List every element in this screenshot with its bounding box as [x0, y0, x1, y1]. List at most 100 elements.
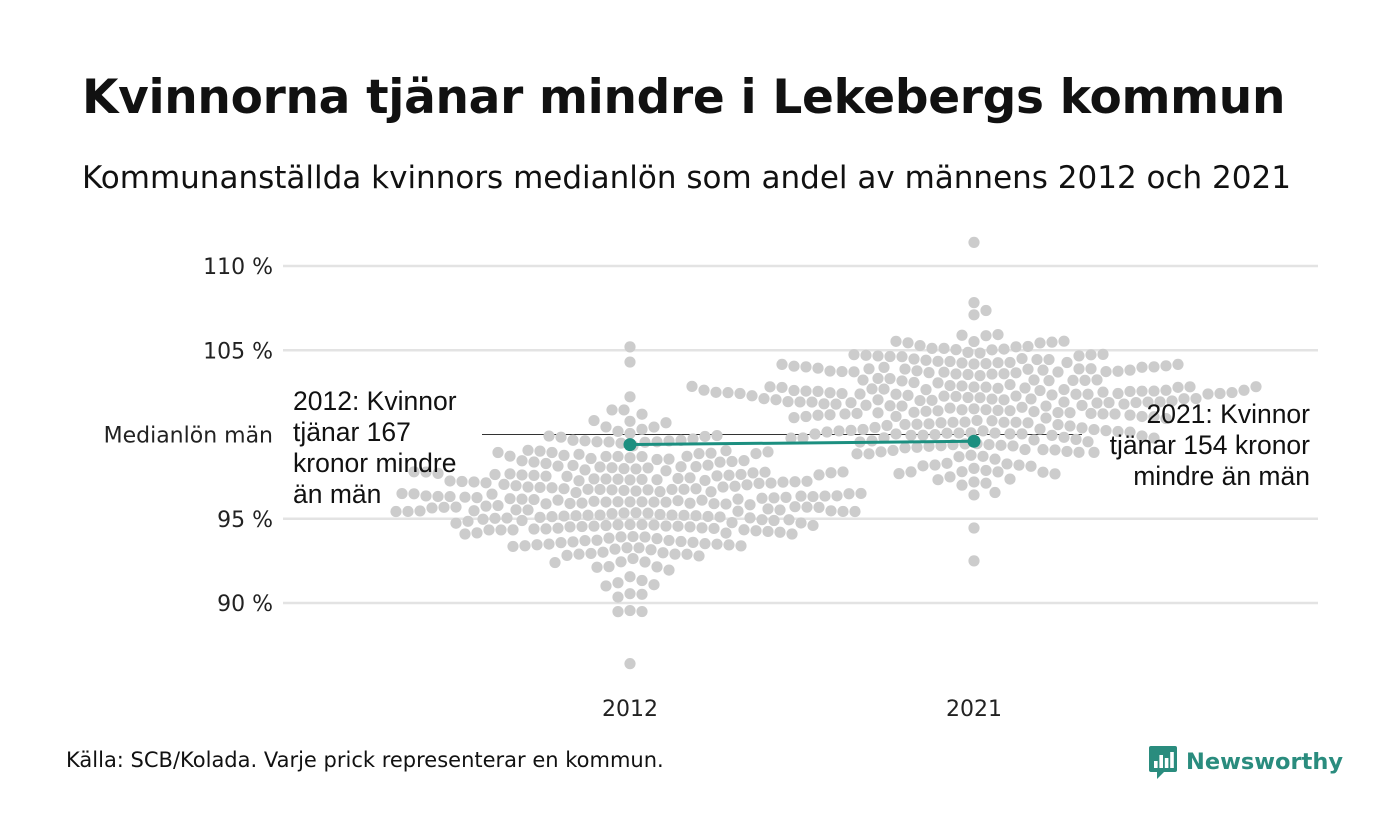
- swarm-dot: [1154, 396, 1166, 408]
- swarm-dot: [651, 561, 663, 573]
- swarm-dot: [594, 483, 606, 496]
- swarm-dot: [839, 408, 851, 420]
- swarm-dot: [911, 418, 923, 430]
- swarm-dot: [624, 571, 636, 583]
- swarm-dot: [950, 390, 962, 403]
- swarm-dot: [1058, 383, 1070, 396]
- swarm-dot: [1112, 425, 1124, 438]
- swarm-dot: [851, 448, 863, 460]
- swarm-dot: [857, 423, 869, 436]
- swarm-dot: [516, 469, 528, 481]
- swarm-dot: [1013, 459, 1025, 471]
- swarm-dot: [1022, 363, 1034, 375]
- swarm-dot: [1058, 431, 1070, 443]
- swarm-dot: [681, 548, 693, 560]
- swarm-dot: [824, 409, 836, 421]
- swarm-dot: [782, 396, 794, 408]
- swarm-dot: [788, 384, 800, 397]
- swarm-dot: [807, 519, 819, 532]
- swarm-dot: [1202, 388, 1214, 400]
- swarm-dot: [684, 521, 696, 533]
- swarm-dot: [579, 435, 591, 447]
- swarm-dot: [857, 374, 869, 386]
- swarm-dot: [723, 469, 735, 481]
- swarm-dot: [507, 540, 519, 553]
- swarm-dot: [1136, 430, 1148, 442]
- swarm-dot: [950, 344, 962, 356]
- swarm-dot: [726, 455, 738, 468]
- swarm-dot: [450, 501, 462, 513]
- swarm-dot: [615, 531, 627, 543]
- swarm-dot: [1028, 434, 1040, 446]
- swarm-dot: [1019, 382, 1031, 394]
- swarm-dot: [819, 490, 831, 502]
- swarm-dot: [809, 428, 821, 440]
- swarm-dot: [516, 493, 528, 505]
- swarm-dot: [558, 449, 570, 461]
- swarm-dot: [651, 474, 663, 486]
- swarm-dot: [612, 519, 624, 531]
- swarm-dot: [932, 355, 944, 367]
- swarm-dot: [750, 525, 762, 537]
- swarm-dot: [699, 474, 711, 487]
- swarm-dot: [408, 488, 420, 500]
- swarm-dot: [654, 486, 666, 498]
- swarm-dot: [824, 365, 836, 377]
- swarm-dot: [582, 509, 594, 521]
- swarm-dot: [998, 416, 1010, 428]
- swarm-dot: [642, 462, 654, 474]
- swarm-dot: [669, 548, 681, 560]
- swarm-dot: [1166, 395, 1178, 407]
- swarm-dot: [1250, 381, 1262, 393]
- swarm-dot: [1007, 440, 1019, 452]
- swarm-dot: [1082, 436, 1094, 448]
- swarm-dot: [711, 429, 723, 442]
- swarm-dot: [762, 525, 774, 538]
- swarm-dot: [1058, 335, 1070, 347]
- swarm-dot: [785, 432, 797, 444]
- swarm-dot: [462, 515, 474, 527]
- swarm-dot: [642, 507, 654, 519]
- swarm-dot: [552, 522, 564, 534]
- swarm-dot: [1025, 393, 1037, 405]
- swarm-dot: [923, 418, 935, 430]
- swarm-dot: [980, 304, 992, 317]
- swarm-dot: [851, 407, 863, 420]
- swarm-dot: [837, 505, 849, 518]
- swarm-dot: [944, 402, 956, 414]
- swarm-dot: [606, 484, 618, 496]
- swarm-dot: [995, 439, 1007, 451]
- swarm-dot: [552, 494, 564, 506]
- swarm-dot: [1049, 444, 1061, 456]
- annotation-2012-line: tjänar 167: [293, 417, 411, 447]
- swarm-dot: [477, 513, 489, 525]
- swarm-dot: [666, 509, 678, 521]
- chart-title: Kvinnorna tjänar mindre i Lekebergs komm…: [82, 70, 1286, 125]
- swarm-dot: [1070, 388, 1082, 400]
- swarm-dot: [992, 404, 1004, 416]
- swarm-dot: [800, 410, 812, 423]
- source-note: Källa: SCB/Kolada. Varje prick represent…: [66, 748, 664, 772]
- swarm-dot: [624, 658, 636, 670]
- swarm-dot: [612, 473, 624, 485]
- highlight-line: [629, 439, 975, 447]
- brand-logo[interactable]: Newsworthy: [1148, 744, 1343, 780]
- swarm-dot: [1112, 387, 1124, 400]
- swarm-dot: [1109, 408, 1121, 420]
- swarm-dot: [432, 467, 444, 479]
- swarm-dot: [624, 341, 636, 353]
- y-tick-label: 95 %: [217, 508, 273, 533]
- swarm-dot: [630, 507, 642, 519]
- swarm-dot: [612, 425, 624, 437]
- swarm-dot: [459, 528, 471, 540]
- swarm-dot: [1064, 420, 1076, 432]
- swarm-dot: [519, 540, 531, 552]
- swarm-dot: [1082, 388, 1094, 400]
- swarm-dot: [980, 477, 992, 489]
- swarm-dot: [624, 496, 636, 508]
- swarm-dot: [1142, 396, 1154, 408]
- swarm-dot: [1148, 361, 1160, 373]
- swarm-dot: [690, 461, 702, 473]
- swarm-dot: [962, 391, 974, 404]
- swarm-dot: [552, 460, 564, 472]
